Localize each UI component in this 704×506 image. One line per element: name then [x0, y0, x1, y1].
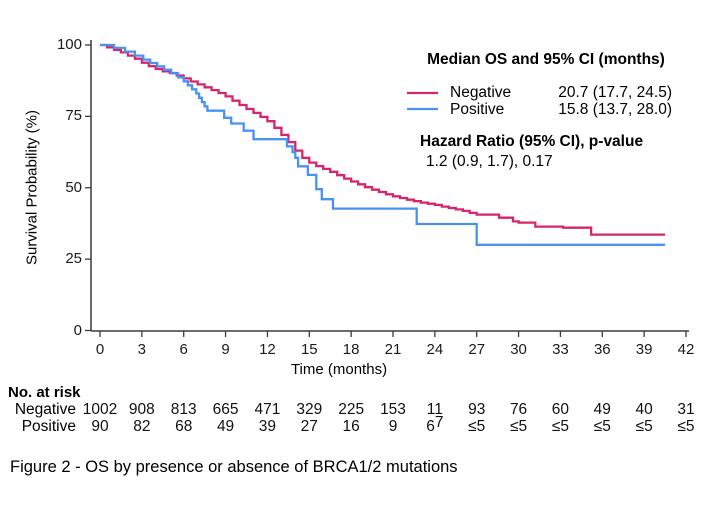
x-tick-label: 27 — [468, 341, 486, 358]
x-axis-title: Time (months) — [290, 361, 388, 378]
risk-count: 11 — [426, 401, 443, 418]
survival-curves — [100, 43, 666, 246]
risk-count: 93 — [468, 401, 486, 418]
risk-count: 153 — [380, 401, 406, 418]
risk-count: 39 — [258, 418, 277, 435]
x-tick-label: 39 — [635, 341, 653, 358]
x-tick-label: 21 — [384, 341, 402, 358]
x-tick-label: 18 — [342, 341, 360, 358]
risk-count: 9 — [388, 418, 398, 435]
legend-value-negative: 20.7 (17.7, 24.5) — [558, 84, 672, 101]
hazard-ratio-title: Hazard Ratio (95% CI), p-value — [420, 133, 644, 150]
x-tick-label: 33 — [552, 341, 569, 358]
y-tick-label: 25 — [65, 250, 82, 268]
risk-count: 1002 — [82, 401, 118, 418]
risk-count: ≤5 — [593, 418, 611, 435]
x-tick-label: 30 — [510, 341, 527, 358]
x-tick-label: 0 — [95, 341, 105, 358]
x-tick-label: 12 — [259, 341, 276, 358]
x-tick-label: 9 — [221, 341, 230, 358]
risk-count: ≤5 — [509, 418, 528, 435]
risk-count: ≤5 — [551, 418, 569, 435]
risk-count: 329 — [296, 401, 323, 418]
y-tick-label: 100 — [56, 36, 82, 53]
risk-count: 471 — [254, 401, 281, 418]
km-plot-canvas — [85, 40, 689, 337]
hazard-ratio-value: 1.2 (0.9, 1.7), 0.17 — [426, 153, 553, 170]
x-tick-label: 3 — [137, 341, 147, 358]
y-tick-label: 50 — [65, 178, 82, 196]
risk-count: 67 — [426, 414, 444, 435]
risk-count: 31 — [677, 401, 695, 418]
x-tick-label: 36 — [593, 341, 611, 358]
legend-value-positive: 15.8 (13.7, 28.0) — [558, 101, 672, 118]
x-tick-label: 42 — [677, 341, 695, 358]
x-tick-label: 6 — [179, 341, 188, 358]
risk-row-label-positive: Positive — [21, 418, 76, 435]
risk-count: ≤5 — [677, 418, 695, 435]
risk-count: 76 — [509, 401, 528, 418]
risk-count: 68 — [175, 418, 193, 435]
risk-row-label-negative: Negative — [14, 401, 76, 418]
legend-label-positive: Positive — [450, 101, 505, 118]
risk-count: 60 — [551, 401, 570, 418]
risk-count: 665 — [212, 401, 239, 418]
risk-count: 40 — [635, 401, 653, 418]
risk-count: 82 — [133, 418, 151, 435]
axis-tick-marks — [85, 44, 687, 337]
risk-table-header: No. at risk — [8, 384, 81, 401]
y-tick-label: 0 — [73, 321, 82, 339]
risk-count: ≤5 — [468, 418, 486, 435]
risk-count: 813 — [170, 401, 197, 418]
risk-count: 225 — [338, 401, 365, 418]
legend-title: Median OS and 95% CI (months) — [427, 51, 665, 68]
risk-count: 49 — [216, 418, 235, 435]
x-tick-label: 24 — [426, 341, 444, 358]
figure-caption: Figure 2 - OS by presence or absence of … — [10, 458, 458, 476]
risk-count: 49 — [593, 401, 611, 418]
positive-survival-curve — [100, 43, 666, 246]
risk-count: 90 — [91, 418, 109, 435]
x-tick-label: 15 — [300, 341, 318, 358]
risk-count: ≤5 — [635, 418, 653, 435]
risk-count: 908 — [128, 401, 155, 418]
risk-count: 16 — [342, 418, 360, 435]
y-tick-label: 75 — [65, 107, 82, 125]
legend-label-negative: Negative — [450, 84, 512, 101]
risk-count: 27 — [300, 418, 318, 435]
